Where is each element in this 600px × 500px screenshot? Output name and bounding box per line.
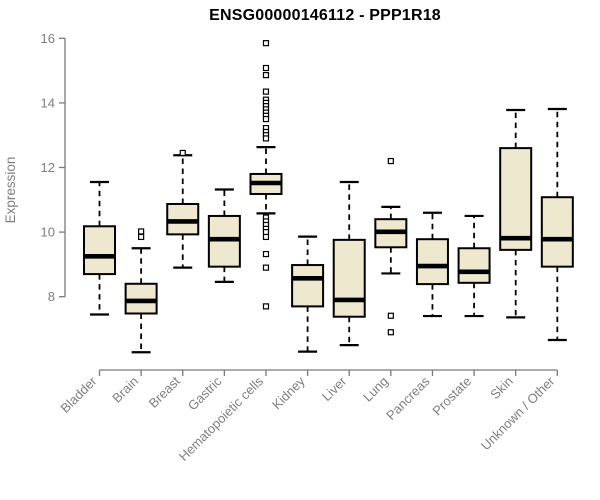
x-tick-label-breast: Breast xyxy=(146,373,183,410)
y-axis-title: Expression xyxy=(3,157,18,224)
outlier-point-hematopoietic-cells xyxy=(262,88,270,95)
outlier-point-hematopoietic-cells xyxy=(262,40,270,47)
x-tick-label-unknown-other: Unknown / Other xyxy=(478,373,558,453)
y-tick-label: 8 xyxy=(48,289,55,304)
x-tick-label-liver: Liver xyxy=(319,373,350,404)
outlier-point-brain xyxy=(138,233,145,241)
outlier-point-hematopoietic-cells xyxy=(262,250,270,258)
y-tick-label: 12 xyxy=(41,160,55,175)
box-liver xyxy=(332,238,366,318)
outlier-point-hematopoietic-cells xyxy=(262,115,270,123)
outlier-point-hematopoietic-cells xyxy=(262,72,270,79)
outlier-point-lung xyxy=(387,157,394,165)
box-unknown-other xyxy=(540,196,574,268)
x-tick-label-gastric: Gastric xyxy=(185,373,225,413)
y-tick-label: 16 xyxy=(41,31,55,46)
box-bladder xyxy=(83,225,116,276)
outlier-point-breast xyxy=(179,149,186,157)
box-skin xyxy=(499,147,533,251)
outlier-point-hematopoietic-cells xyxy=(262,233,270,241)
x-tick-label-kidney: Kidney xyxy=(269,373,308,412)
outlier-point-hematopoietic-cells xyxy=(262,303,270,310)
outlier-point-hematopoietic-cells xyxy=(262,264,270,271)
outlier-point-brain xyxy=(138,228,145,235)
box-prostate xyxy=(457,247,491,284)
x-tick-label-bladder: Bladder xyxy=(57,373,100,416)
outlier-point-lung xyxy=(387,329,394,336)
x-tick-label-pancreas: Pancreas xyxy=(383,373,433,423)
outlier-point-hematopoietic-cells xyxy=(262,135,270,142)
x-tick-label-brain: Brain xyxy=(109,374,141,406)
box-pancreas xyxy=(415,238,449,286)
outlier-point-hematopoietic-cells xyxy=(262,64,270,72)
outlier-point-lung xyxy=(387,312,394,319)
chart-title: ENSG00000146112 - PPP1R18 xyxy=(209,7,441,24)
x-tick-label-prostate: Prostate xyxy=(429,374,474,419)
y-tick-label: 10 xyxy=(41,225,55,240)
x-tick-label-skin: Skin xyxy=(487,374,515,402)
x-tick-label-lung: Lung xyxy=(360,374,391,405)
y-tick-label: 14 xyxy=(41,95,55,110)
box-kidney xyxy=(291,264,325,308)
